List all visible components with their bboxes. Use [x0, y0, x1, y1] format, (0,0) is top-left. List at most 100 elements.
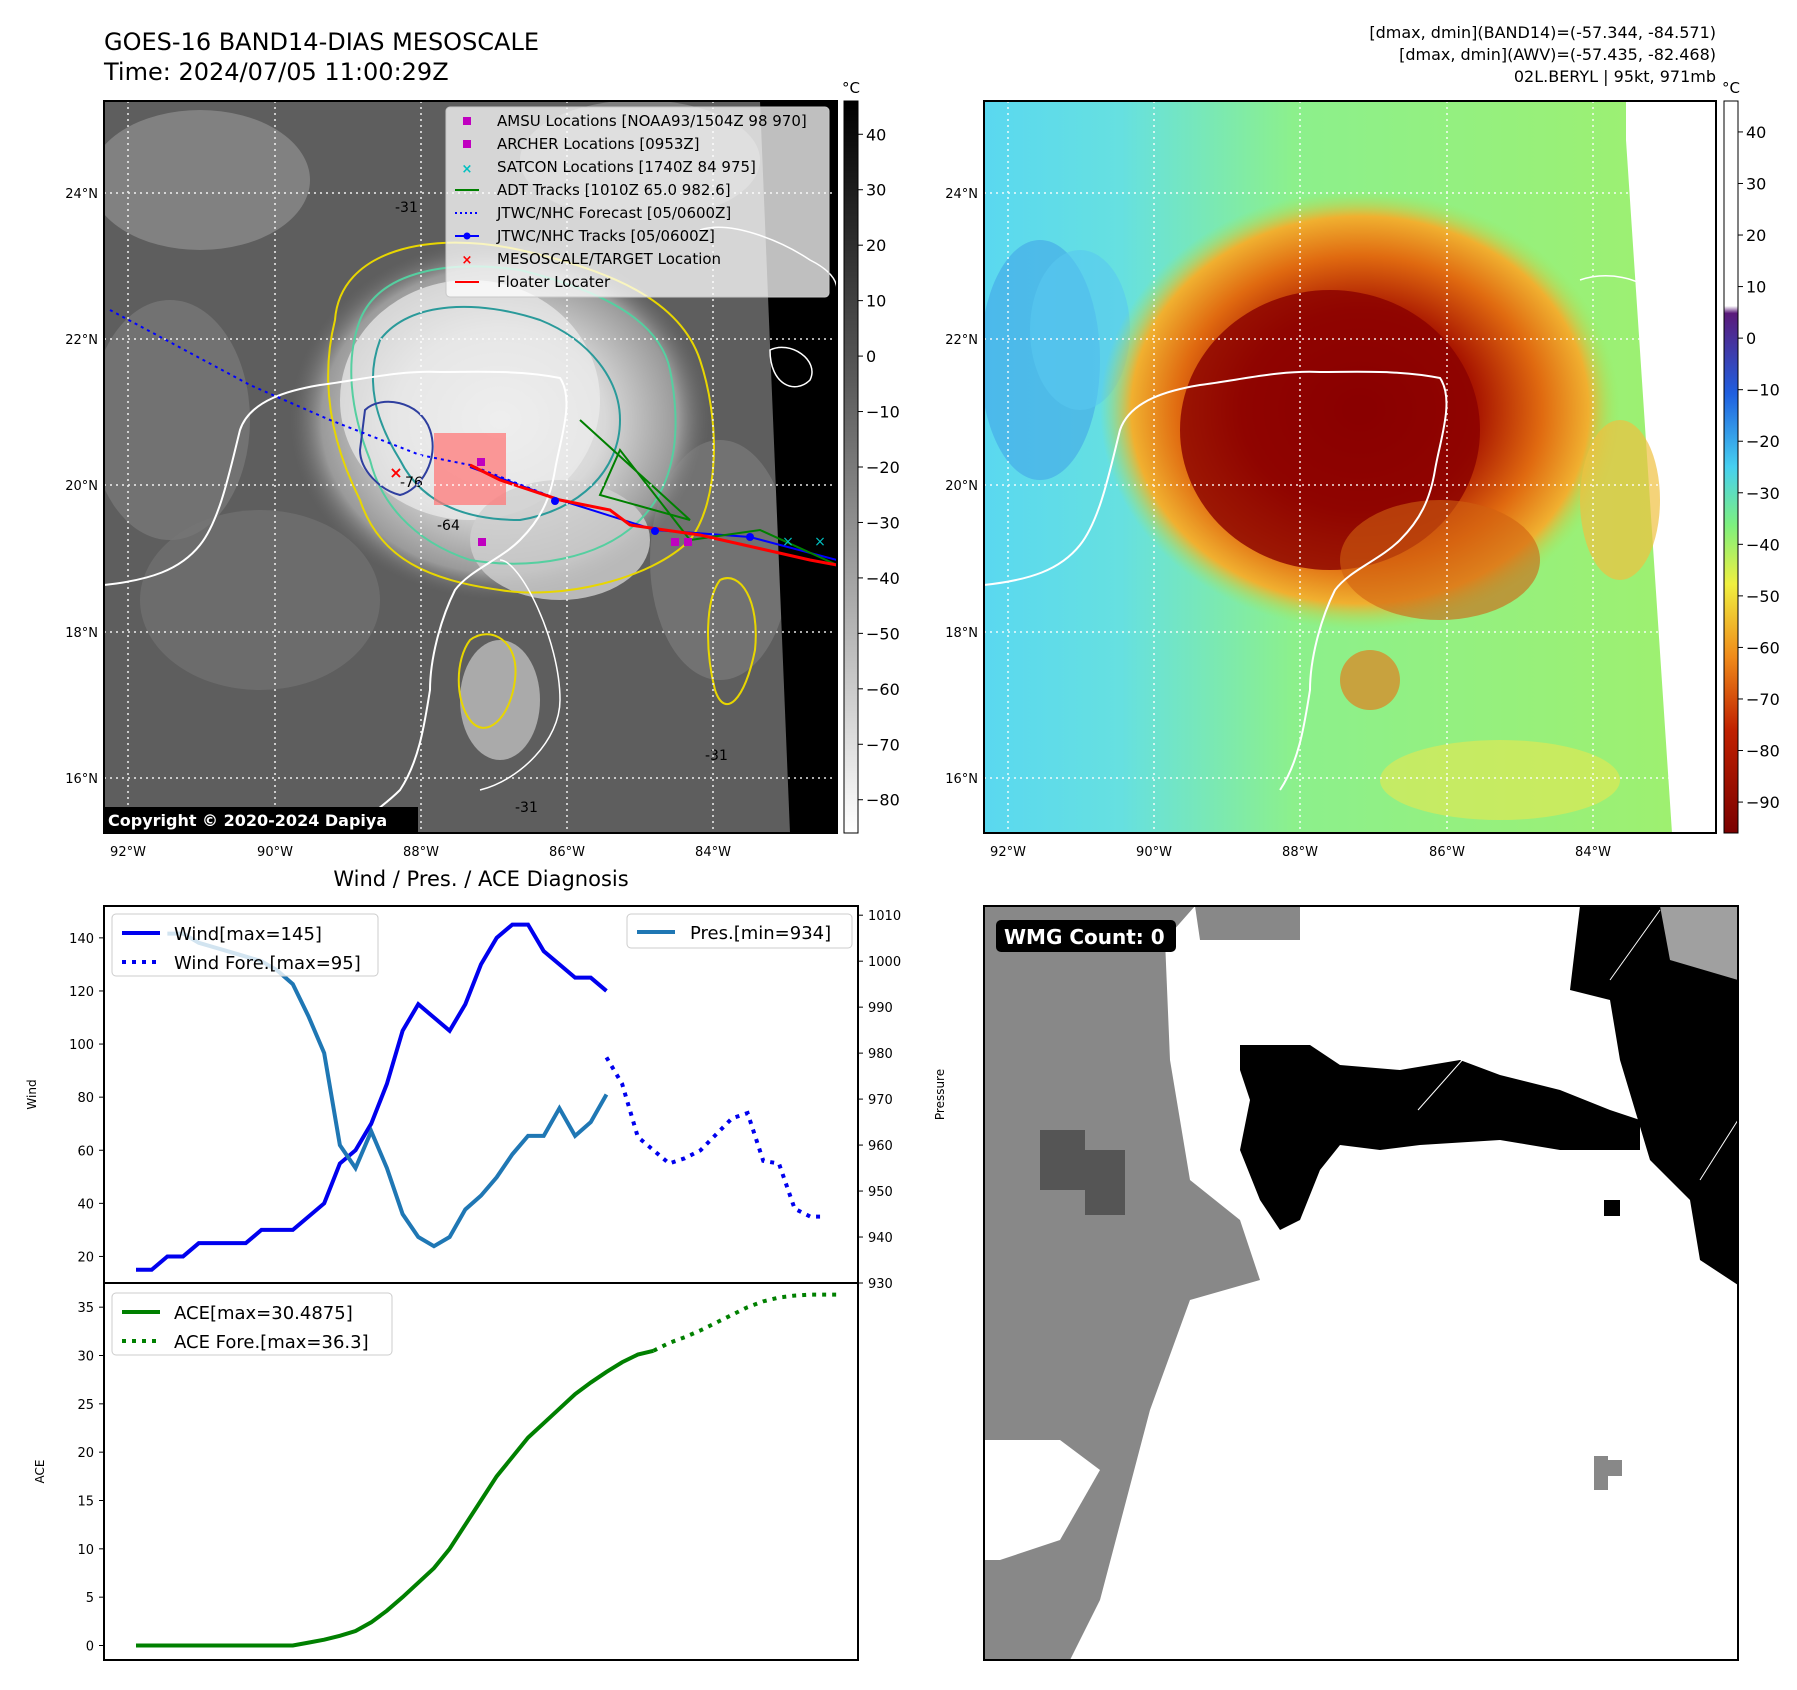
legend-item-jtwc-tracks: JTWC/NHC Tracks [05/0600Z]	[496, 227, 715, 245]
wmg-count-label: WMG Count: 0	[1004, 925, 1165, 949]
lat-label: 20°N	[65, 479, 98, 494]
y-right-tick-label: 990	[868, 1001, 893, 1016]
colorbar-tick-label: −20	[866, 458, 900, 477]
lat-label: 18°N	[945, 626, 978, 641]
y-tick-label: 40	[77, 1197, 94, 1212]
y-tick-label: 30	[77, 1350, 94, 1365]
colorbar-tick-label: 30	[866, 181, 886, 200]
lat-label: 22°N	[65, 333, 98, 348]
colorbar-tick-label: 10	[1746, 278, 1766, 297]
colorbar-tick-label: −90	[1746, 793, 1780, 812]
figure-title-line1: GOES-16 BAND14-DIAS MESOSCALE	[104, 28, 539, 56]
colorbar-unit: °C	[842, 79, 860, 97]
dmax-awv-text: [dmax, dmin](AWV)=(-57.435, -82.468)	[1399, 45, 1716, 64]
colorbar-tick-label: 30	[1746, 174, 1766, 193]
legend-item-amsu: AMSU Locations [NOAA93/1504Z 98 970]	[497, 112, 807, 130]
colorbar-tick-label: −30	[866, 513, 900, 532]
legend-label: ACE[max=30.4875]	[174, 1303, 353, 1324]
awv-map-panel	[984, 101, 1716, 833]
y-right-tick-label: 1000	[868, 955, 901, 970]
lat-label: 24°N	[65, 187, 98, 202]
colorbar-tick-label: −50	[1746, 587, 1780, 606]
legend-label: Wind[max=145]	[174, 924, 322, 945]
legend-item-jtwc-forecast: JTWC/NHC Forecast [05/0600Z]	[496, 204, 731, 222]
legend-item-satcon: SATCON Locations [1740Z 84 975]	[497, 158, 756, 176]
y-tick-label: 60	[77, 1144, 94, 1159]
y-right-tick-label: 930	[868, 1277, 893, 1292]
lon-label: 90°W	[257, 845, 293, 860]
legend-item-mesoscale: MESOSCALE/TARGET Location	[497, 250, 721, 268]
lon-label: 86°W	[549, 845, 585, 860]
contour-label-5: -31	[515, 800, 538, 816]
colorbar-tick-label: 40	[866, 125, 886, 144]
colorbar-tick-label: 0	[1746, 329, 1756, 348]
y-tick-label: 120	[69, 985, 94, 1000]
figure-title-line2: Time: 2024/07/05 11:00:29Z	[103, 58, 449, 86]
y-tick-label: 25	[77, 1398, 94, 1413]
colorbar-tick-label: −30	[1746, 484, 1780, 503]
wind-pressure-chart: 20 40 60 80 100 120 140 930 940 950 960 970 980 990 10…	[25, 905, 947, 1292]
colorbar-tick-label: −10	[866, 403, 900, 422]
ace-chart: 0 5 10 15 20 25 30 35 ACE ACE[max=30.4875] ACE For…	[33, 1282, 859, 1661]
diag-title: Wind / Pres. / ACE Diagnosis	[333, 867, 628, 891]
colorbar-tick-label: −20	[1746, 432, 1780, 451]
series-line	[604, 1056, 826, 1219]
y-right-tick-label: 980	[868, 1047, 893, 1062]
y-right-axis-label: Pressure	[933, 1069, 947, 1120]
y-right-tick-label: 1010	[868, 909, 901, 924]
colorbar-tick-label: 20	[866, 236, 886, 255]
awv-map-axis-labels: 24°N 22°N 20°N 18°N 16°N 92°W 90°W 88°W …	[945, 187, 1611, 860]
series-line	[136, 922, 608, 1272]
copyright-text: Copyright © 2020-2024 Dapiya	[108, 811, 387, 830]
y-tick-label: 0	[86, 1640, 94, 1655]
svg-text:×: ×	[389, 463, 402, 482]
legend-item-floater: Floater Locater	[497, 273, 611, 291]
wmg-frame	[983, 905, 1739, 1661]
wmg-panel	[984, 906, 1739, 1660]
svg-text:×: ×	[782, 534, 794, 550]
contour-label-4: -31	[705, 748, 728, 764]
contour-label-1: -31	[395, 200, 418, 216]
map-legend: × × AMSU Locations [NOAA93/1504Z 98 970]…	[445, 106, 830, 298]
contour-label-3: -76	[400, 475, 423, 491]
lon-label: 92°W	[110, 845, 146, 860]
legend-item-archer: ARCHER Locations [0953Z]	[497, 135, 700, 153]
lat-label: 16°N	[945, 772, 978, 787]
band14-colorbar: °C 40 30 20 10 0 −10 −20 −30 −40 −50 −60 −70 −80	[842, 79, 900, 834]
y-tick-label: 5	[86, 1591, 94, 1606]
lon-label: 84°W	[1575, 845, 1611, 860]
colorbar-tick-label: −80	[866, 791, 900, 810]
legend-box	[111, 913, 379, 977]
y-axis-label: Wind	[25, 1079, 39, 1109]
colorbar-tick-label: 40	[1746, 123, 1766, 142]
colorbar-unit: °C	[1722, 79, 1740, 97]
legend-label: Pres.[min=934]	[690, 923, 831, 944]
y-tick-label: 20	[77, 1446, 94, 1461]
contour-label-2: -64	[437, 518, 460, 534]
colorbar-tick-label: −60	[1746, 638, 1780, 657]
colorbar-tick-label: −40	[1746, 535, 1780, 554]
lat-label: 22°N	[945, 333, 978, 348]
colorbar-tick-label: −80	[1746, 742, 1780, 761]
svg-text:×: ×	[462, 253, 473, 268]
y-tick-label: 15	[77, 1495, 94, 1510]
lat-label: 20°N	[945, 479, 978, 494]
y-tick-label: 10	[77, 1543, 94, 1558]
lat-label: 24°N	[945, 187, 978, 202]
lon-label: 90°W	[1136, 845, 1172, 860]
y-tick-label: 140	[69, 932, 94, 947]
y-tick-label: 35	[77, 1301, 94, 1316]
awv-colorbar: °C 40 30 20 10 0 −10 −20 −30 −40 −50 −60 −70 −80 −90	[1722, 79, 1780, 834]
legend-label: ACE Fore.[max=36.3]	[174, 1332, 369, 1353]
y-right-tick-label: 960	[868, 1139, 893, 1154]
colorbar-tick-label: 10	[866, 292, 886, 311]
svg-text:×: ×	[814, 534, 826, 550]
ir-map-axis-labels: 24°N 22°N 20°N 18°N 16°N 92°W 90°W 88°W …	[65, 187, 731, 860]
colorbar-tick-label: −40	[866, 569, 900, 588]
y-tick-label: 100	[69, 1038, 94, 1053]
series-line	[652, 1292, 842, 1353]
colorbar-tick-label: 0	[866, 347, 876, 366]
legend-item-adt: ADT Tracks [1010Z 65.0 982.6]	[497, 181, 731, 199]
dmax-band14-text: [dmax, dmin](BAND14)=(-57.344, -84.571)	[1369, 23, 1716, 42]
